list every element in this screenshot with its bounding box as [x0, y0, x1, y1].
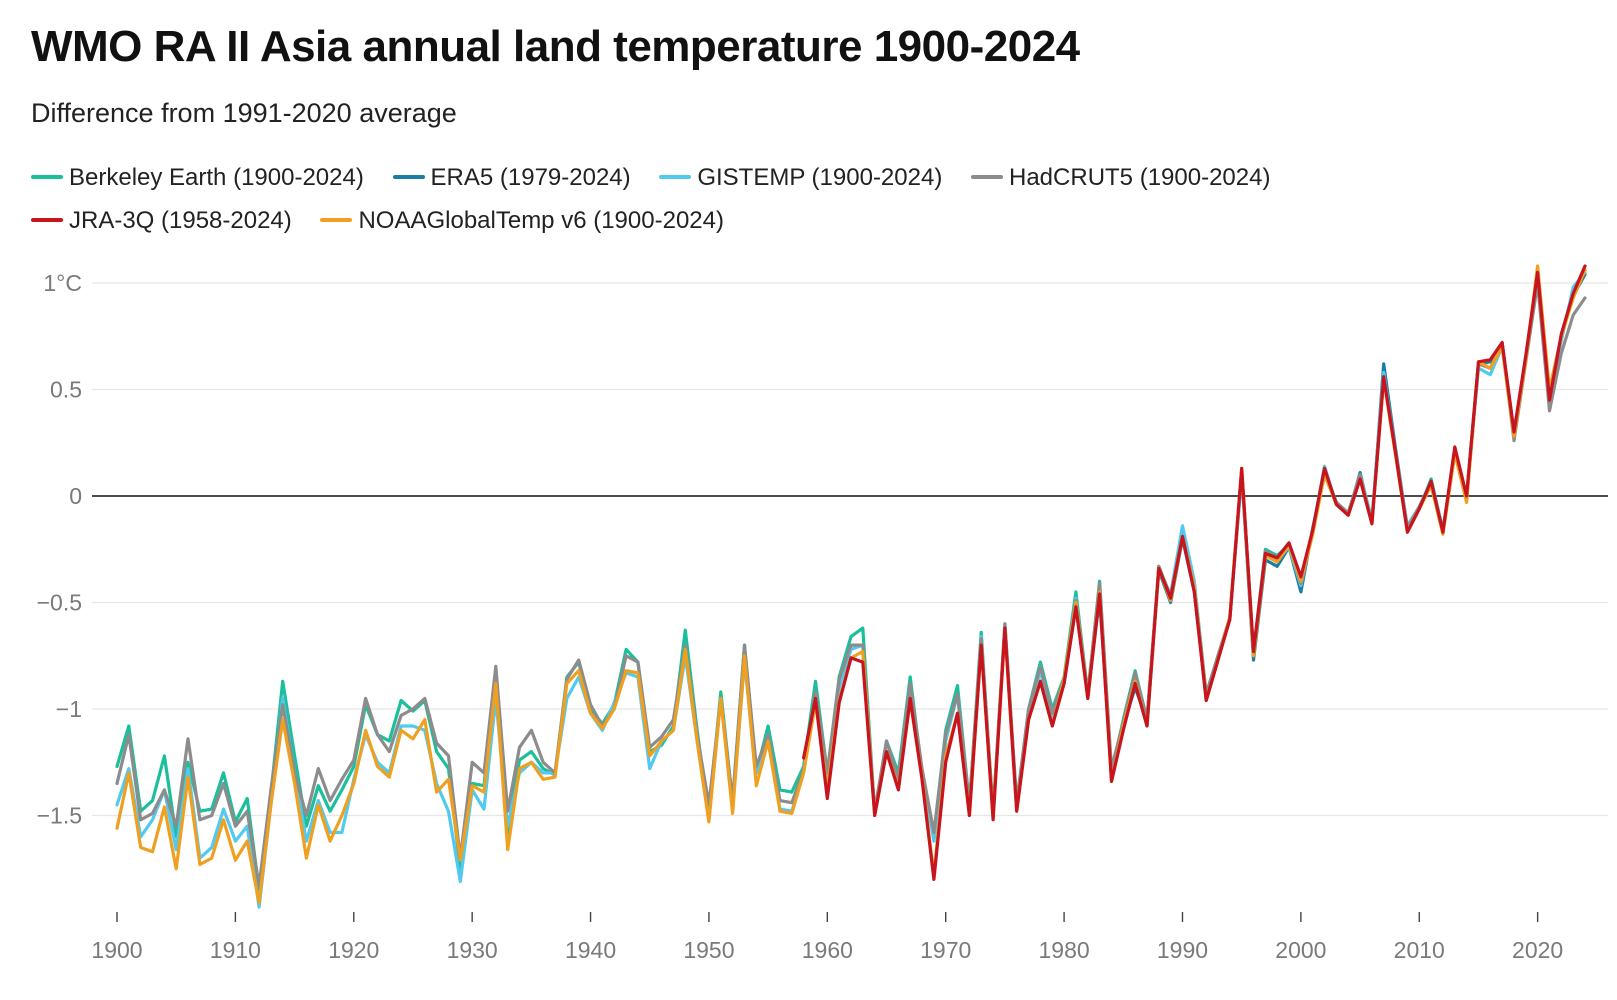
- x-tick-label: 2000: [1275, 937, 1326, 963]
- legend-label-gistemp: GISTEMP (1900-2024): [697, 164, 943, 191]
- legend-swatch-berkeley: [31, 174, 63, 179]
- legend-label-jra3q: JRA-3Q (1958-2024): [69, 207, 292, 234]
- series-line-berkeley[interactable]: [115, 268, 1587, 892]
- series-line-gistemp[interactable]: [115, 270, 1587, 909]
- y-tick-label: −1: [56, 696, 82, 722]
- legend-item-noaa[interactable]: NOAAGlobalTemp v6 (1900-2024): [320, 199, 724, 242]
- x-tick-label: 2020: [1512, 937, 1563, 963]
- x-tick-label: 1980: [1039, 937, 1090, 963]
- legend-label-hadcrut5: HadCRUT5 (1900-2024): [1009, 164, 1271, 191]
- x-tick-label: 1920: [328, 937, 379, 963]
- gridlines: [92, 282, 1608, 817]
- series-lines: [115, 264, 1587, 909]
- legend-item-berkeley[interactable]: Berkeley Earth (1900-2024): [31, 156, 364, 199]
- legend-swatch-hadcrut5: [971, 174, 1003, 179]
- legend-item-hadcrut5[interactable]: HadCRUT5 (1900-2024): [971, 156, 1270, 199]
- x-axis: 1900 1910 1920 1930 1940 1950 1960 1970 1980 1990…: [91, 912, 1563, 963]
- x-tick-label: 1970: [920, 937, 971, 963]
- chart-subtitle: Difference from 1991-2020 average: [31, 98, 457, 128]
- legend-swatch-gistemp: [659, 174, 692, 179]
- x-tick-label: 1930: [447, 937, 498, 963]
- x-tick-label: 1900: [91, 937, 142, 963]
- legend-label-noaa: NOAAGlobalTemp v6 (1900-2024): [358, 207, 724, 234]
- y-tick-label: −1.5: [37, 803, 82, 829]
- legend-label-era5: ERA5 (1979-2024): [430, 164, 631, 191]
- legend-swatch-era5: [392, 174, 425, 179]
- legend-label-berkeley: Berkeley Earth (1900-2024): [69, 164, 364, 191]
- x-tick-label: 1960: [802, 937, 853, 963]
- x-tick-label: 2010: [1394, 937, 1445, 963]
- legend: Berkeley Earth (1900-2024) ERA5 (1979-20…: [31, 156, 1581, 242]
- legend-item-era5[interactable]: ERA5 (1979-2024): [392, 156, 631, 199]
- x-tick-label: 1910: [210, 937, 261, 963]
- x-tick-label: 1940: [565, 937, 616, 963]
- y-tick-label: 0: [69, 483, 82, 509]
- legend-item-gistemp[interactable]: GISTEMP (1900-2024): [659, 156, 942, 199]
- x-tick-label: 1950: [683, 937, 734, 963]
- series-line-jra3q[interactable]: [801, 264, 1587, 882]
- legend-swatch-jra3q: [31, 217, 63, 222]
- y-axis-labels: 1°C 0.5 0 −0.5 −1 −1.5: [37, 270, 82, 829]
- legend-item-jra3q[interactable]: JRA-3Q (1958-2024): [31, 199, 292, 242]
- y-tick-label: 1°C: [43, 270, 82, 296]
- y-tick-label: 0.5: [50, 377, 82, 403]
- x-tick-label: 1990: [1157, 937, 1208, 963]
- chart-title: WMO RA II Asia annual land temperature 1…: [31, 22, 1080, 71]
- legend-swatch-noaa: [320, 217, 353, 222]
- series-line-noaaglobaltemp[interactable]: [115, 264, 1587, 905]
- y-tick-label: −0.5: [37, 590, 82, 616]
